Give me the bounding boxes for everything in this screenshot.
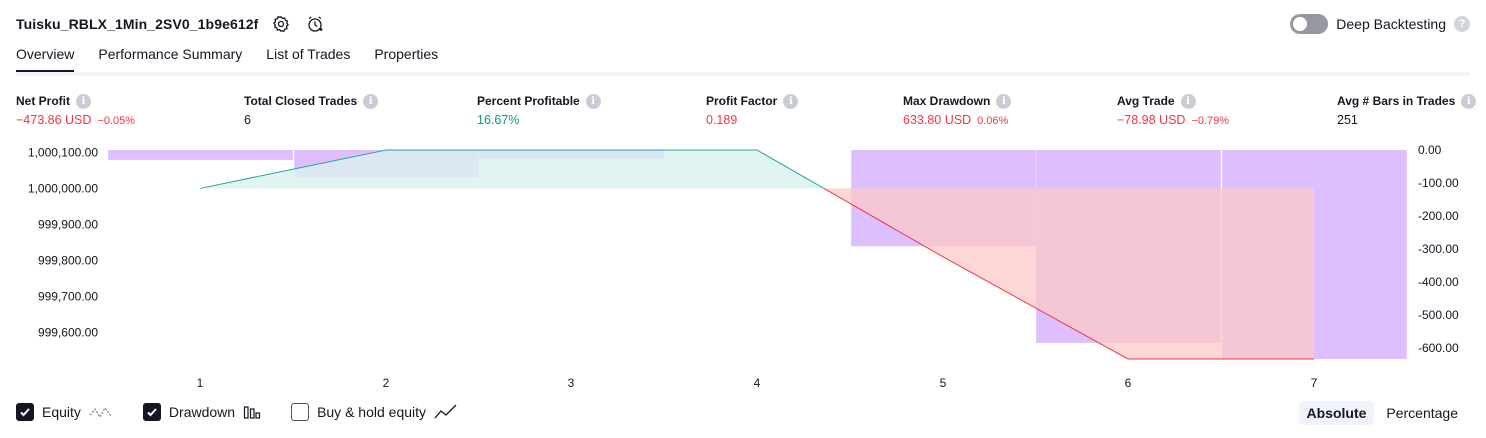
left-axis-tick-label: 999,800.00: [38, 253, 98, 267]
deep-backtesting: Deep Backtesting ?: [1290, 12, 1470, 36]
metric-total-closed-trades: Total Closed Trades i 6: [244, 93, 379, 129]
legend-drawdown[interactable]: Drawdown: [142, 403, 261, 421]
info-icon[interactable]: i: [996, 93, 1012, 109]
x-axis-tick-label: 5: [940, 376, 947, 390]
tab-list-of-trades[interactable]: List of Trades: [266, 46, 351, 62]
metric-value: −473.86 USD: [16, 113, 92, 127]
metric-value: 633.80 USD: [903, 113, 972, 127]
info-icon[interactable]: i: [1461, 93, 1477, 109]
equity-checkbox[interactable]: [16, 403, 34, 421]
tab-overview[interactable]: Overview: [16, 46, 75, 73]
right-axis-tick-label: 0.00: [1418, 143, 1442, 157]
metric-percent-profitable: Percent Profitable i 16.67%: [477, 93, 601, 129]
scale-mode-switch: Absolute Percentage: [1298, 401, 1467, 425]
settings-gear-icon[interactable]: [270, 13, 292, 35]
toggle-knob: [1293, 17, 1308, 31]
equity-line-icon: [89, 404, 113, 420]
equity-line-down: [823, 188, 1314, 360]
metric-percent: −0.79%: [1191, 115, 1230, 127]
deep-backtesting-toggle[interactable]: [1290, 14, 1329, 34]
metric-label: Max Drawdown: [903, 94, 991, 108]
legend-label: Buy & hold equity: [317, 404, 427, 420]
equity-area-up: [200, 150, 824, 189]
equity-line-up: [199, 149, 825, 189]
drawdown-bars-icon: [243, 404, 261, 420]
info-icon[interactable]: i: [363, 93, 379, 109]
metric-label: Avg Trade: [1117, 94, 1175, 108]
strategy-title: Tuisku_RBLX_1Min_2SV0_1b9e612f: [16, 16, 259, 32]
info-icon[interactable]: i: [585, 93, 601, 109]
drawdown-checkbox[interactable]: [142, 403, 161, 421]
info-icon[interactable]: i: [1180, 93, 1196, 109]
left-axis-tick-label: 999,900.00: [38, 217, 98, 231]
percentage-button[interactable]: Percentage: [1386, 405, 1458, 421]
metric-label: Percent Profitable: [477, 94, 580, 108]
buy-hold-line-icon: [434, 404, 458, 420]
buy-hold-checkbox[interactable]: [291, 403, 310, 421]
metric-percent: 0.06%: [977, 115, 1009, 127]
x-axis-tick-label: 2: [383, 376, 390, 390]
right-axis-tick-label: -100.00: [1418, 176, 1459, 190]
x-axis-tick-label: 1: [197, 376, 204, 390]
tab-performance-summary[interactable]: Performance Summary: [98, 46, 243, 62]
equity-drawdown-chart[interactable]: 1,000,100.00 1,000,000.00 999,900.00 999,80…: [0, 140, 1486, 395]
legend-buy-hold[interactable]: Buy & hold equity: [291, 403, 458, 421]
deep-backtesting-label: Deep Backtesting: [1336, 16, 1446, 32]
legend-equity[interactable]: Equity: [16, 403, 113, 421]
alert-clock-add-icon[interactable]: [304, 13, 326, 35]
left-axis-tick-label: 999,600.00: [38, 325, 98, 339]
metric-profit-factor: Profit Factor i 0.189: [706, 93, 799, 129]
metric-avg-trade: Avg Trade i −78.98 USD −0.79%: [1117, 93, 1229, 129]
report-tabs: Overview Performance Summary List of Tra…: [16, 46, 438, 73]
x-axis-tick-label: 7: [1311, 376, 1318, 390]
x-axis-tick-label: 3: [568, 376, 575, 390]
legend-label: Drawdown: [168, 404, 236, 420]
info-icon[interactable]: i: [76, 93, 91, 109]
metric-percent: −0.05%: [97, 115, 136, 127]
metric-label: Avg # Bars in Trades: [1337, 94, 1456, 108]
left-axis-tick-label: 1,000,100.00: [28, 145, 98, 159]
metric-net-profit: Net Profit i −473.86 USD −0.05%: [16, 93, 135, 129]
x-axis-tick-label: 4: [754, 376, 761, 390]
metric-value: −78.98 USD: [1117, 113, 1186, 127]
chart-legend: Equity Drawdown Buy & hold equity: [16, 403, 458, 421]
metric-value: 251: [1337, 113, 1358, 127]
drawdown-bar: [108, 150, 293, 160]
strategy-header: Tuisku_RBLX_1Min_2SV0_1b9e612f: [16, 12, 326, 36]
left-axis-tick-label: 999,700.00: [38, 289, 98, 303]
right-axis-tick-label: -300.00: [1418, 242, 1459, 256]
help-icon[interactable]: ?: [1454, 16, 1470, 32]
info-icon[interactable]: i: [783, 93, 799, 109]
equity-area-down: [823, 188, 1314, 359]
metric-value: 6: [244, 113, 251, 127]
metric-value: 16.67%: [477, 113, 520, 127]
metric-avg-bars: Avg # Bars in Trades i 251: [1337, 93, 1477, 129]
metric-value: 0.189: [706, 113, 738, 127]
metric-label: Profit Factor: [706, 94, 778, 108]
metric-label: Total Closed Trades: [244, 94, 358, 108]
right-axis-tick-label: -400.00: [1418, 275, 1459, 289]
right-axis-tick-label: -200.00: [1418, 209, 1459, 223]
x-axis-tick-label: 6: [1125, 376, 1132, 390]
tabs-divider: [16, 72, 1470, 76]
metric-label: Net Profit: [16, 94, 70, 108]
right-axis-tick-label: -600.00: [1418, 341, 1459, 355]
tab-properties[interactable]: Properties: [374, 46, 439, 62]
metrics-row: Net Profit i −473.86 USD −0.05% Total Clos…: [0, 93, 1486, 133]
metric-max-drawdown: Max Drawdown i 633.80 USD 0.06%: [903, 93, 1012, 129]
legend-label: Equity: [42, 404, 81, 420]
absolute-button[interactable]: Absolute: [1298, 401, 1375, 425]
left-axis-tick-label: 1,000,000.00: [28, 181, 98, 195]
right-axis-tick-label: -500.00: [1418, 308, 1459, 322]
